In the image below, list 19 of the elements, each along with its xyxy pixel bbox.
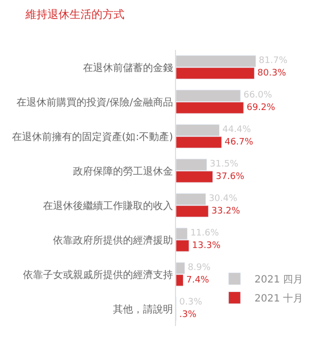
data-label: 33.2% [211, 206, 240, 216]
y-tick-label: 在退休後繼續工作賺取的收入 [43, 200, 173, 212]
data-label: 69.2% [246, 102, 276, 113]
legend-label: 2021 十月 [254, 292, 304, 305]
legend-label: 2021 四月 [254, 274, 304, 286]
y-tick-label: 政府保障的勞工退休金 [73, 165, 173, 178]
text: 維持退休生活的方式 [24, 8, 125, 21]
data-label: 80.3% [257, 68, 286, 78]
y-tick-label: 依靠子女或親戚所提供的經濟支持 [23, 268, 173, 281]
data-label: 46.7% [224, 137, 254, 148]
data-label: .3% [179, 310, 197, 320]
y-tick-label: 在退休前儲蓄的金錢 [83, 62, 173, 74]
y-tick-label: 在退休前擁有的固定資產(如:不動產) [12, 130, 174, 143]
y-tick-label: 依靠政府所提供的經濟援助 [53, 234, 173, 246]
y-tick-label: 其他，請說明 [113, 303, 173, 316]
data-label: 37.6% [216, 172, 245, 182]
data-label: 13.3% [192, 240, 222, 251]
y-tick-label: 在退休前購買的投資/保險/金融商品 [16, 96, 173, 108]
data-label: 7.4% [186, 275, 210, 286]
